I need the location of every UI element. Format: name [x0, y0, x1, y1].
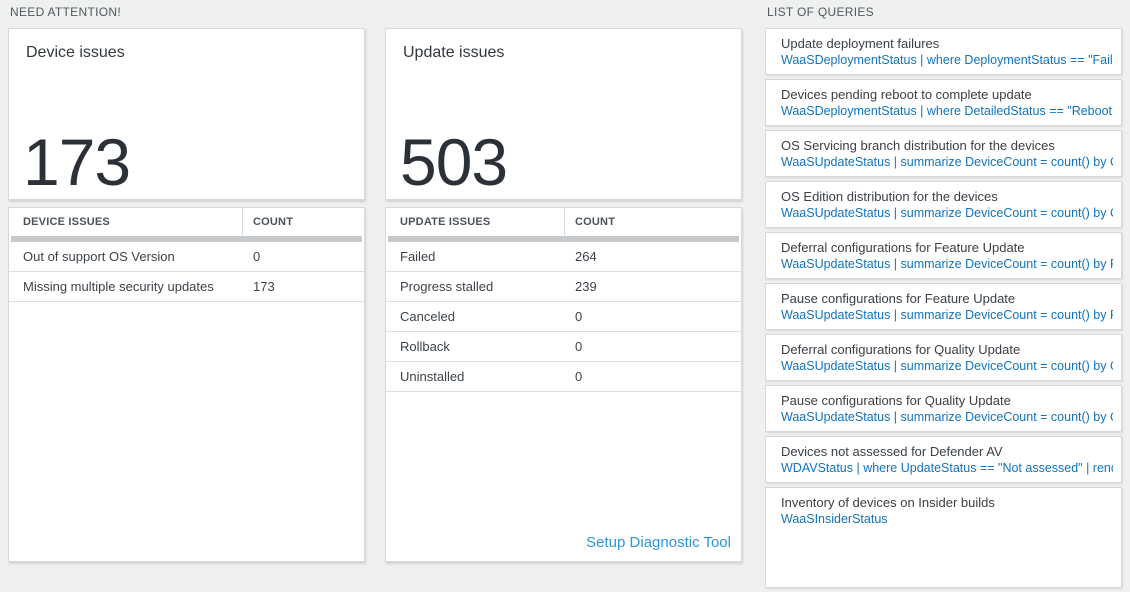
query-code: WDAVStatus | where UpdateStatus == "Not … [781, 461, 1113, 475]
row-count: 0 [575, 309, 583, 324]
table-row[interactable]: Failed 264 [386, 242, 741, 272]
query-code: WaaSDeploymentStatus | where DeploymentS… [781, 53, 1113, 67]
device-table-header-issues: DEVICE ISSUES [9, 208, 243, 236]
queries-column: LIST OF QUERIES Update deployment failur… [765, 0, 1122, 588]
device-issues-tile[interactable]: Device issues 173 [8, 28, 365, 200]
query-item[interactable]: Deferral configurations for Feature Upda… [765, 232, 1122, 279]
update-issues-tile[interactable]: Update issues 503 [385, 28, 742, 200]
query-code: WaaSUpdateStatus | summarize DeviceCount… [781, 359, 1113, 373]
row-label: Canceled [400, 309, 455, 324]
row-label: Uninstalled [400, 369, 465, 384]
device-table-divider-bar [11, 236, 362, 242]
query-title: Inventory of devices on Insider builds [781, 495, 995, 510]
row-label: Rollback [400, 339, 450, 354]
row-label: Progress stalled [400, 279, 494, 294]
device-issues-count: 173 [23, 125, 131, 199]
row-count: 0 [575, 339, 583, 354]
query-item[interactable]: Devices pending reboot to complete updat… [765, 79, 1122, 126]
table-row[interactable]: Uninstalled 0 [386, 362, 741, 392]
query-item[interactable]: Deferral configurations for Quality Upda… [765, 334, 1122, 381]
update-issues-column: Update issues 503 UPDATE ISSUES COUNT Fa… [385, 0, 742, 574]
device-table-header-count: COUNT [253, 216, 294, 228]
query-item[interactable]: Update deployment failures WaaSDeploymen… [765, 28, 1122, 75]
row-label: Out of support OS Version [23, 249, 175, 264]
row-count: 0 [575, 369, 583, 384]
query-item[interactable]: Devices not assessed for Defender AV WDA… [765, 436, 1122, 483]
update-issues-title: Update issues [403, 44, 505, 61]
query-code: WaaSUpdateStatus | summarize DeviceCount… [781, 410, 1113, 424]
update-table-header-issues: UPDATE ISSUES [386, 208, 565, 236]
row-label: Missing multiple security updates [23, 279, 214, 294]
table-row[interactable]: Out of support OS Version 0 [9, 242, 364, 272]
query-item[interactable]: OS Servicing branch distribution for the… [765, 130, 1122, 177]
table-row[interactable]: Rollback 0 [386, 332, 741, 362]
device-issues-table: DEVICE ISSUES COUNT Out of support OS Ve… [8, 207, 365, 562]
query-title: Devices pending reboot to complete updat… [781, 87, 1032, 102]
query-item[interactable]: OS Edition distribution for the devices … [765, 181, 1122, 228]
query-title: Devices not assessed for Defender AV [781, 444, 1003, 459]
query-title: OS Servicing branch distribution for the… [781, 138, 1055, 153]
query-item[interactable]: Inventory of devices on Insider builds W… [765, 487, 1122, 588]
section-title-list-of-queries: LIST OF QUERIES [767, 5, 874, 19]
query-code: WaaSInsiderStatus [781, 512, 888, 526]
query-title: Pause configurations for Feature Update [781, 291, 1016, 306]
query-code: WaaSUpdateStatus | summarize DeviceCount… [781, 257, 1113, 271]
update-table-header: UPDATE ISSUES COUNT [386, 208, 741, 236]
update-table-divider-bar [388, 236, 739, 242]
query-title: Deferral configurations for Quality Upda… [781, 342, 1021, 357]
row-count: 0 [253, 249, 261, 264]
table-row[interactable]: Progress stalled 239 [386, 272, 741, 302]
device-table-header: DEVICE ISSUES COUNT [9, 208, 364, 236]
update-table-header-count: COUNT [575, 216, 616, 228]
query-title: Deferral configurations for Feature Upda… [781, 240, 1025, 255]
query-title: Pause configurations for Quality Update [781, 393, 1011, 408]
update-issues-table: UPDATE ISSUES COUNT Failed 264 Progress … [385, 207, 742, 562]
table-row[interactable]: Missing multiple security updates 173 [9, 272, 364, 302]
query-item[interactable]: Pause configurations for Feature Update … [765, 283, 1122, 330]
query-title: Update deployment failures [781, 36, 940, 51]
device-issues-column: NEED ATTENTION! Device issues 173 DEVICE… [8, 0, 365, 574]
table-row[interactable]: Canceled 0 [386, 302, 741, 332]
section-title-need-attention: NEED ATTENTION! [10, 5, 121, 19]
update-issues-count: 503 [400, 125, 508, 199]
query-item[interactable]: Pause configurations for Quality Update … [765, 385, 1122, 432]
query-title: OS Edition distribution for the devices [781, 189, 998, 204]
row-label: Failed [400, 249, 436, 264]
row-count: 264 [575, 249, 597, 264]
device-issues-title: Device issues [26, 44, 125, 61]
query-list: Update deployment failures WaaSDeploymen… [765, 28, 1122, 592]
row-count: 173 [253, 279, 275, 294]
query-code: WaaSUpdateStatus | summarize DeviceCount… [781, 308, 1113, 322]
query-code: WaaSUpdateStatus | summarize DeviceCount… [781, 206, 1113, 220]
row-count: 239 [575, 279, 597, 294]
setup-diagnostic-tool-link[interactable]: Setup Diagnostic Tool [586, 534, 731, 551]
query-code: WaaSUpdateStatus | summarize DeviceCount… [781, 155, 1113, 169]
query-code: WaaSDeploymentStatus | where DetailedSta… [781, 104, 1113, 118]
